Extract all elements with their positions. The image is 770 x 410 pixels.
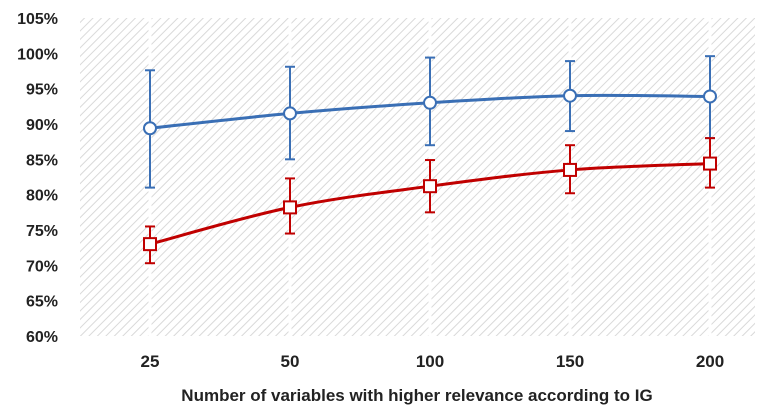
x-tick-label: 100 bbox=[416, 352, 444, 371]
y-tick-label: 80% bbox=[26, 188, 58, 205]
data-point bbox=[563, 162, 577, 177]
y-axis: 60% 65% 70% 75% 80% 85% 90% 95% 100% 105% bbox=[17, 11, 58, 346]
y-tick-label: 100% bbox=[17, 46, 58, 63]
x-axis: 25 50 100 150 200 bbox=[141, 352, 725, 371]
x-tick-label: 200 bbox=[696, 352, 724, 371]
y-tick-label: 75% bbox=[26, 223, 58, 240]
plot-area bbox=[80, 18, 755, 336]
y-tick-label: 85% bbox=[26, 152, 58, 169]
data-point bbox=[423, 95, 437, 110]
y-tick-label: 105% bbox=[17, 11, 58, 28]
y-tick-label: 70% bbox=[26, 258, 58, 275]
x-axis-title: Number of variables with higher relevanc… bbox=[181, 386, 652, 405]
x-tick-label: 50 bbox=[281, 352, 300, 371]
data-point bbox=[563, 88, 577, 103]
y-tick-label: 90% bbox=[26, 117, 58, 134]
x-tick-label: 150 bbox=[556, 352, 584, 371]
data-point bbox=[703, 156, 717, 171]
series-2 bbox=[143, 137, 717, 265]
y-tick-label: 95% bbox=[26, 82, 58, 99]
data-point bbox=[143, 237, 157, 252]
data-point bbox=[423, 179, 437, 194]
series-layer bbox=[143, 55, 717, 265]
data-point bbox=[283, 200, 297, 215]
y-tick-label: 65% bbox=[26, 294, 58, 311]
data-point bbox=[703, 89, 717, 104]
y-tick-label: 60% bbox=[26, 329, 58, 346]
series-1 bbox=[143, 55, 717, 189]
x-tick-label: 25 bbox=[141, 352, 160, 371]
data-point bbox=[143, 121, 157, 136]
data-point bbox=[283, 106, 297, 121]
